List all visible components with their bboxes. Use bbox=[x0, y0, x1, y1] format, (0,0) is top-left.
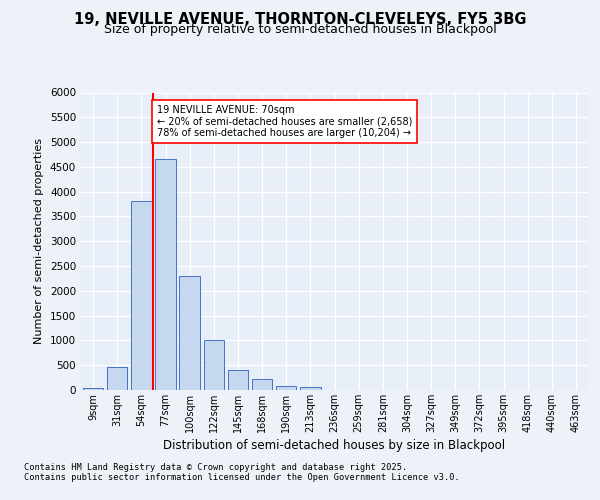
Bar bbox=[227, 370, 248, 390]
X-axis label: Distribution of semi-detached houses by size in Blackpool: Distribution of semi-detached houses by … bbox=[163, 439, 506, 452]
Bar bbox=[131, 200, 152, 390]
Bar bbox=[300, 387, 320, 390]
Y-axis label: Number of semi-detached properties: Number of semi-detached properties bbox=[34, 138, 44, 344]
Bar bbox=[107, 367, 127, 390]
Bar bbox=[203, 340, 224, 390]
Bar bbox=[179, 276, 200, 390]
Bar bbox=[276, 386, 296, 390]
Text: Contains public sector information licensed under the Open Government Licence v3: Contains public sector information licen… bbox=[24, 472, 460, 482]
Bar bbox=[83, 388, 103, 390]
Bar bbox=[252, 379, 272, 390]
Text: Size of property relative to semi-detached houses in Blackpool: Size of property relative to semi-detach… bbox=[104, 24, 496, 36]
Text: 19 NEVILLE AVENUE: 70sqm
← 20% of semi-detached houses are smaller (2,658)
78% o: 19 NEVILLE AVENUE: 70sqm ← 20% of semi-d… bbox=[157, 105, 412, 138]
Text: 19, NEVILLE AVENUE, THORNTON-CLEVELEYS, FY5 3BG: 19, NEVILLE AVENUE, THORNTON-CLEVELEYS, … bbox=[74, 12, 526, 28]
Bar bbox=[155, 160, 176, 390]
Text: Contains HM Land Registry data © Crown copyright and database right 2025.: Contains HM Land Registry data © Crown c… bbox=[24, 462, 407, 471]
